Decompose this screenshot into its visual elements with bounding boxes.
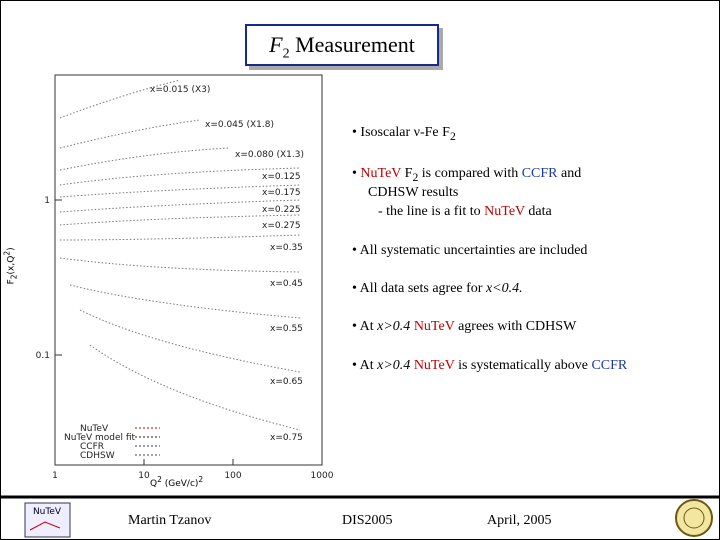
plot-layer: 1 10 100 1000 1 0.1 x=0.015 (X3) x=0.045 (X1.8)…: [36, 85, 334, 481]
text: NuTeV: [413, 319, 455, 334]
text: • At: [352, 319, 378, 334]
text: • All systematic uncertainties are inclu…: [352, 243, 588, 258]
y-label: F2(x,Q2): [3, 247, 19, 284]
bullet-cont: - the line is a fit to NuTeV data: [378, 204, 552, 220]
bullet: • All systematic uncertainties are inclu…: [352, 243, 587, 259]
text: x<0.4.: [485, 281, 523, 296]
t: 2: [157, 475, 162, 484]
text: • At: [352, 358, 378, 373]
text: NuTeV: [484, 204, 525, 219]
t: (x,Q: [6, 255, 17, 275]
text: is systematically above: [454, 358, 592, 373]
bullet: • All data sets agree for x<0.4.: [352, 281, 523, 297]
footer-author: Martin Tzanov: [128, 513, 212, 528]
text: NuTeV: [413, 358, 455, 373]
text: CCFR: [591, 358, 628, 373]
bullet: • At x>0.4 NuTeV agrees with CDHSW: [352, 319, 576, 335]
plot-frame: [54, 74, 323, 466]
curve-label: x=0.35: [270, 243, 303, 253]
curve-label: x=0.65: [270, 377, 303, 387]
text: x>0.4: [377, 319, 411, 334]
x-tick-label: 100: [224, 471, 241, 481]
sub: 2: [449, 129, 456, 143]
legend-label: NuTeV: [80, 424, 109, 434]
bullet-cont: CDHSW results: [368, 185, 458, 201]
footer-date: April, 2005: [487, 513, 552, 528]
curve-label: x=0.080 (X1.3): [235, 150, 304, 160]
text: CCFR: [521, 166, 558, 181]
t: ): [6, 247, 17, 251]
x-label: Q2 (GeV/c)2: [150, 475, 203, 489]
bullet: • NuTeV F2 is compared with CCFR and: [352, 166, 581, 184]
y-tick-label: 1: [44, 196, 50, 206]
title-sub: 2: [282, 46, 290, 62]
title-f: F: [269, 32, 283, 57]
curve-label: x=0.225: [262, 205, 301, 215]
legend-label: CCFR: [80, 442, 104, 452]
curve-label: x=0.175: [262, 188, 301, 198]
text: NuTeV: [360, 166, 402, 181]
bullet: • At x>0.4 NuTeV is systematically above…: [352, 358, 627, 374]
curve-label: x=0.015 (X3): [150, 85, 210, 95]
y-tick-label: 0.1: [36, 351, 50, 361]
footer-event: DIS2005: [342, 513, 393, 528]
t: 2: [2, 250, 12, 256]
logo-mark: [29, 521, 61, 531]
seal: [675, 499, 713, 537]
text: - the line is a fit to: [378, 204, 485, 219]
curve-label: x=0.75: [270, 433, 303, 443]
text: and: [557, 166, 582, 181]
x-tick-label: 10: [138, 471, 150, 481]
t: 2: [198, 475, 204, 484]
logo-box: [24, 502, 71, 538]
curve-label: x=0.45: [270, 279, 303, 289]
curve-label: x=0.275: [262, 221, 301, 231]
curve-label: x=0.045 (X1.8): [205, 120, 274, 130]
t: Q: [150, 479, 158, 489]
sub: 2: [412, 170, 419, 184]
curve-label: x=0.125: [262, 172, 301, 182]
text: CDHSW results: [368, 185, 459, 200]
title-rest: Measurement: [289, 32, 415, 57]
text: •: [352, 166, 361, 181]
seal-inner: [683, 507, 705, 529]
text: • All data sets agree for: [352, 281, 486, 296]
fit-curves: [59, 79, 301, 431]
text: is compared with: [418, 166, 522, 181]
text: agrees with CDHSW: [454, 319, 577, 334]
bullet: • Isoscalar ν-Fe F2: [352, 125, 456, 143]
t: (GeV/c): [161, 479, 199, 489]
x-tick-label: 1000: [311, 471, 334, 481]
text: • Isoscalar ν-Fe F: [352, 125, 450, 140]
x-tick-label: 1: [52, 471, 58, 481]
legend-label: NuTeV model fit: [64, 433, 136, 443]
legend-label: CDHSW: [80, 451, 115, 461]
text: data: [524, 204, 552, 219]
t: F: [6, 279, 17, 285]
title: F2 Measurement: [245, 24, 439, 66]
t: 2: [9, 274, 19, 280]
text: x>0.4: [377, 358, 411, 373]
text: F: [401, 166, 413, 181]
logo-text: NuTeV: [33, 507, 62, 517]
curve-label: x=0.55: [270, 324, 303, 334]
